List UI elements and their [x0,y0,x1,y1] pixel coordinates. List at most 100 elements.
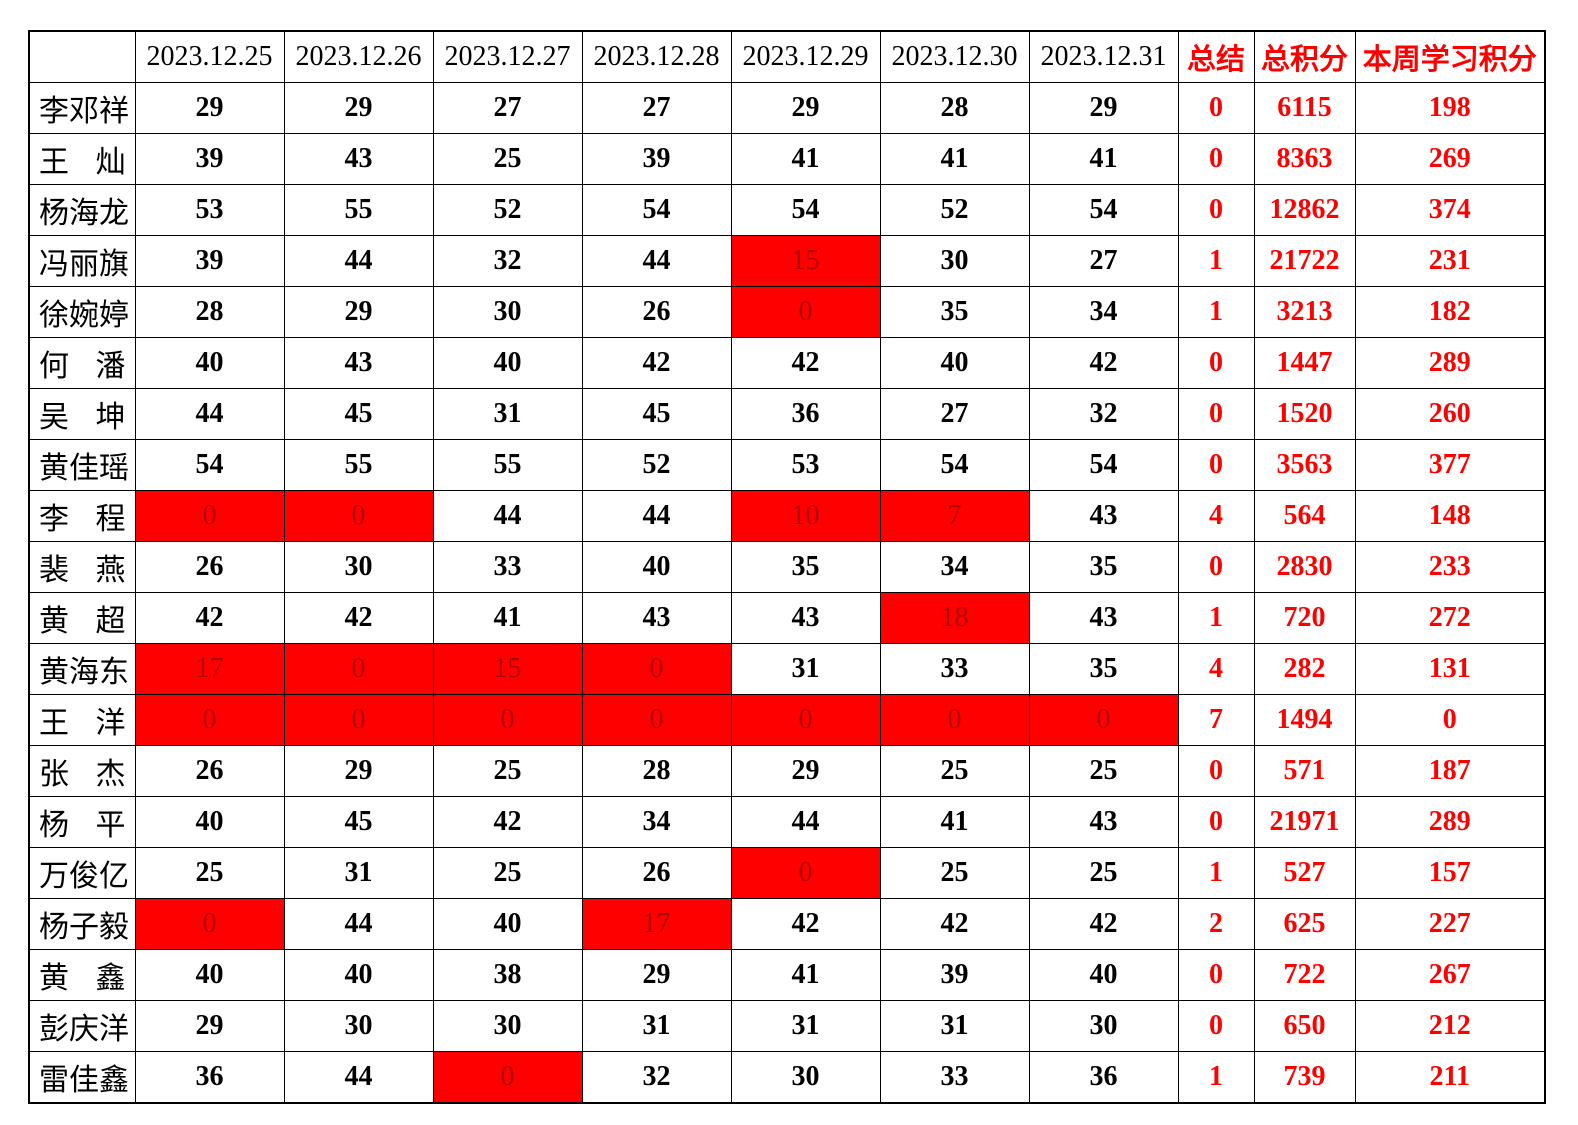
total-score-cell: 8363 [1253,133,1356,185]
total-score-cell: 564 [1253,490,1356,542]
student-name-cell: 杨平 [28,796,136,848]
score-cell: 36 [134,1051,285,1104]
score-cell: 27 [581,82,732,134]
score-cell: 33 [879,643,1030,695]
total-score-header: 总积分 [1253,30,1356,83]
score-cell: 42 [730,898,881,950]
score-cell: 44 [581,490,732,542]
score-cell: 54 [581,184,732,236]
score-cell: 43 [1028,796,1179,848]
summary-cell: 0 [1177,541,1255,593]
total-score-cell: 527 [1253,847,1356,899]
score-cell: 44 [432,490,583,542]
summary-cell: 2 [1177,898,1255,950]
table-row: 杨海龙 53 55 52 54 54 52 54 0 12862 374 [28,184,1546,236]
student-name-cell: 何潘 [28,337,136,389]
score-cell: 41 [879,133,1030,185]
total-score-cell: 3213 [1253,286,1356,338]
student-name-cell: 黄佳瑶 [28,439,136,491]
weekly-score-cell: 289 [1354,796,1546,848]
weekly-score-cell: 148 [1354,490,1546,542]
table-row: 冯丽旗 39 44 32 44 15 30 27 1 21722 231 [28,235,1546,287]
date-header: 2023.12.30 [879,30,1030,83]
weekly-score-cell: 182 [1354,286,1546,338]
score-cell: 54 [134,439,285,491]
score-cell: 25 [432,847,583,899]
summary-cell: 0 [1177,388,1255,440]
table-row: 王洋 0 0 0 0 0 0 0 7 1494 0 [28,694,1546,746]
score-cell: 25 [432,745,583,797]
table-row: 杨子毅 0 44 40 17 42 42 42 2 625 227 [28,898,1546,950]
score-cell: 36 [730,388,881,440]
total-score-cell: 625 [1253,898,1356,950]
score-cell-highlighted: 0 [283,694,434,746]
student-name-cell: 彭庆洋 [28,1000,136,1052]
total-score-cell: 650 [1253,1000,1356,1052]
score-cell: 29 [1028,82,1179,134]
weekly-score-cell: 198 [1354,82,1546,134]
score-cell: 40 [1028,949,1179,1001]
score-cell: 52 [879,184,1030,236]
total-score-cell: 1494 [1253,694,1356,746]
student-name-cell: 黄海东 [28,643,136,695]
score-cell-highlighted: 10 [730,490,881,542]
weekly-score-cell: 269 [1354,133,1546,185]
score-cell: 40 [432,898,583,950]
total-score-cell: 6115 [1253,82,1356,134]
score-table-container: 2023.12.25 2023.12.26 2023.12.27 2023.12… [28,30,1546,1104]
weekly-score-cell: 231 [1354,235,1546,287]
student-name-cell: 李程 [28,490,136,542]
student-name-cell: 万俊亿 [28,847,136,899]
score-cell: 26 [134,541,285,593]
score-cell: 31 [581,1000,732,1052]
student-name-cell: 黄超 [28,592,136,644]
student-name-cell: 冯丽旗 [28,235,136,287]
score-cell-highlighted: 0 [134,490,285,542]
table-row: 彭庆洋 29 30 30 31 31 31 30 0 650 212 [28,1000,1546,1052]
score-cell: 44 [581,235,732,287]
score-cell: 39 [134,235,285,287]
weekly-score-cell: 157 [1354,847,1546,899]
score-cell: 40 [581,541,732,593]
score-cell: 28 [879,82,1030,134]
table-row: 何潘 40 43 40 42 42 40 42 0 1447 289 [28,337,1546,389]
score-cell: 31 [879,1000,1030,1052]
score-cell: 32 [581,1051,732,1104]
table-row: 杨平 40 45 42 34 44 41 43 0 21971 289 [28,796,1546,848]
score-cell-highlighted: 0 [432,1051,583,1104]
summary-cell: 0 [1177,184,1255,236]
score-cell: 29 [283,286,434,338]
score-cell: 25 [134,847,285,899]
summary-cell: 1 [1177,286,1255,338]
table-row: 王灿 39 43 25 39 41 41 41 0 8363 269 [28,133,1546,185]
score-cell: 44 [730,796,881,848]
summary-cell: 4 [1177,643,1255,695]
score-cell: 40 [134,796,285,848]
score-cell-highlighted: 18 [879,592,1030,644]
summary-cell: 0 [1177,133,1255,185]
score-cell: 26 [581,286,732,338]
summary-cell: 1 [1177,847,1255,899]
score-cell: 42 [283,592,434,644]
table-row: 黄佳瑶 54 55 55 52 53 54 54 0 3563 377 [28,439,1546,491]
weekly-score-cell: 267 [1354,949,1546,1001]
summary-cell: 0 [1177,337,1255,389]
score-cell: 44 [283,235,434,287]
date-header: 2023.12.27 [432,30,583,83]
summary-cell: 0 [1177,1000,1255,1052]
score-cell: 25 [879,847,1030,899]
score-cell: 34 [1028,286,1179,338]
total-score-cell: 282 [1253,643,1356,695]
weekly-score-cell: 187 [1354,745,1546,797]
score-cell: 43 [283,133,434,185]
score-cell: 53 [134,184,285,236]
score-cell: 43 [581,592,732,644]
score-cell: 34 [581,796,732,848]
weekly-score-cell: 233 [1354,541,1546,593]
score-cell: 52 [581,439,732,491]
score-cell: 54 [1028,184,1179,236]
score-cell: 45 [283,796,434,848]
total-score-cell: 12862 [1253,184,1356,236]
score-cell-highlighted: 7 [879,490,1030,542]
score-cell: 32 [432,235,583,287]
